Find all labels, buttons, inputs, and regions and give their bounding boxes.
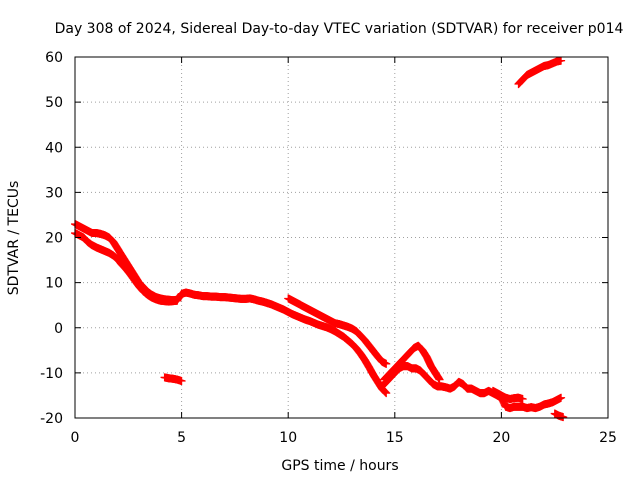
data-point (382, 359, 391, 368)
x-tick-label: 20 (492, 430, 510, 446)
y-axis-title: SDTVAR / TECUs (6, 181, 22, 296)
x-tick-label: 10 (279, 430, 297, 446)
y-tick-label: -20 (40, 411, 63, 427)
series-trace-f (488, 386, 527, 404)
data-layer (71, 56, 568, 422)
series-trace-i (550, 409, 568, 422)
series-trace-b (71, 228, 182, 306)
series-trace-c (284, 294, 391, 368)
data-point (382, 389, 391, 398)
y-tick-label: 40 (45, 140, 63, 156)
y-tick-label: 0 (54, 321, 63, 337)
y-tick-label: 20 (45, 231, 63, 247)
x-tick-label: 25 (599, 430, 617, 446)
data-point (173, 296, 182, 305)
data-point (559, 413, 568, 422)
x-axis-title: GPS time / hours (281, 458, 398, 474)
data-point (557, 56, 566, 65)
series-trace-g (160, 373, 186, 385)
data-point (435, 375, 444, 384)
series-trace-h (514, 56, 566, 89)
series-trace-e (380, 341, 444, 384)
plot-frame (74, 56, 609, 419)
x-tick-label: 5 (177, 430, 186, 446)
data-point (518, 395, 527, 404)
y-tick-label: -10 (40, 366, 63, 382)
x-tick-label: 15 (386, 430, 404, 446)
gridlines (75, 57, 608, 418)
series-trace-d (378, 362, 566, 413)
chart-title: Day 308 of 2024, Sidereal Day-to-day VTE… (55, 21, 624, 37)
series-trace-a (71, 219, 391, 398)
y-tick-label: 60 (45, 50, 63, 66)
y-tick-label: 10 (45, 276, 63, 292)
y-tick-label: 30 (45, 185, 63, 201)
x-tick-label: 0 (71, 430, 80, 446)
data-point (557, 393, 566, 402)
axis-ticks: 0 5 10 15 20 25 -20 -10 0 10 20 30 40 50 60 (40, 50, 617, 446)
y-tick-label: 50 (45, 95, 63, 111)
data-point (177, 376, 186, 385)
